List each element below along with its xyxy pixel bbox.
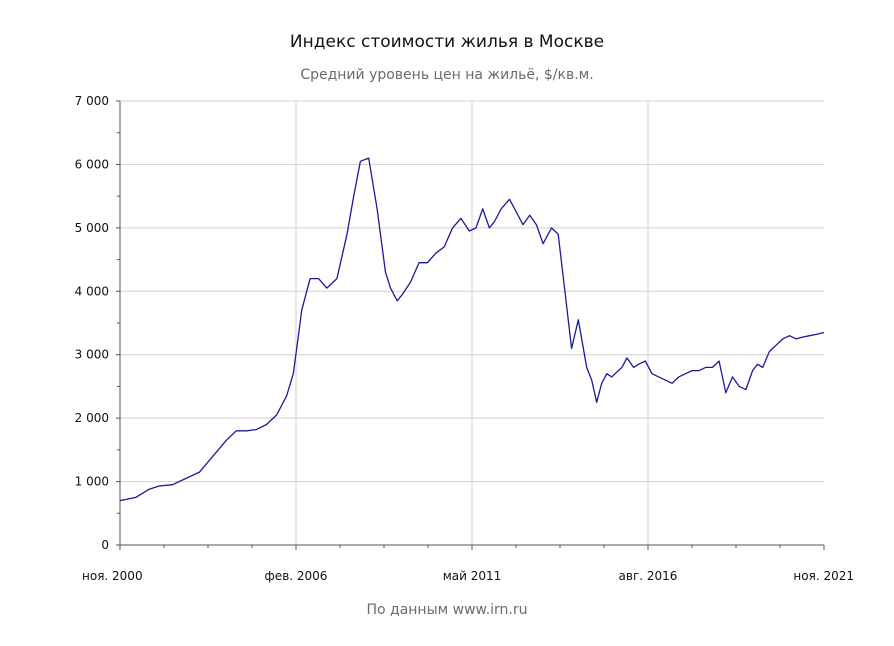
y-tick-label: 5 000 <box>75 221 109 235</box>
x-tick-label: авг. 2016 <box>619 569 678 583</box>
series-line <box>119 157 825 502</box>
y-tick-label: 0 <box>101 538 109 552</box>
axes <box>116 100 825 550</box>
y-tick-label: 6 000 <box>75 157 109 171</box>
chart-source: По данным www.irn.ru <box>366 602 527 618</box>
series-layer <box>119 157 825 502</box>
x-tick-label: фев. 2006 <box>265 569 328 583</box>
y-tick-label: 1 000 <box>75 475 109 489</box>
tick-labels: 0 1 000 2 000 3 000 4 000 5 000 6 000 7 000 ноя.… <box>75 94 854 583</box>
y-tick-label: 2 000 <box>75 411 109 425</box>
y-tick-label: 4 000 <box>75 284 109 298</box>
x-tick-label: ноя. 2000 <box>82 569 143 583</box>
x-tick-label: ноя. 2021 <box>793 569 854 583</box>
chart-title: Индекс стоимости жилья в Москве <box>290 32 604 52</box>
y-tick-label: 3 000 <box>75 348 109 362</box>
y-tick-label: 7 000 <box>75 94 109 108</box>
chart-subtitle: Средний уровень цен на жильё, $/кв.м. <box>300 67 593 83</box>
grid <box>120 100 824 545</box>
x-tick-label: май 2011 <box>443 569 502 583</box>
